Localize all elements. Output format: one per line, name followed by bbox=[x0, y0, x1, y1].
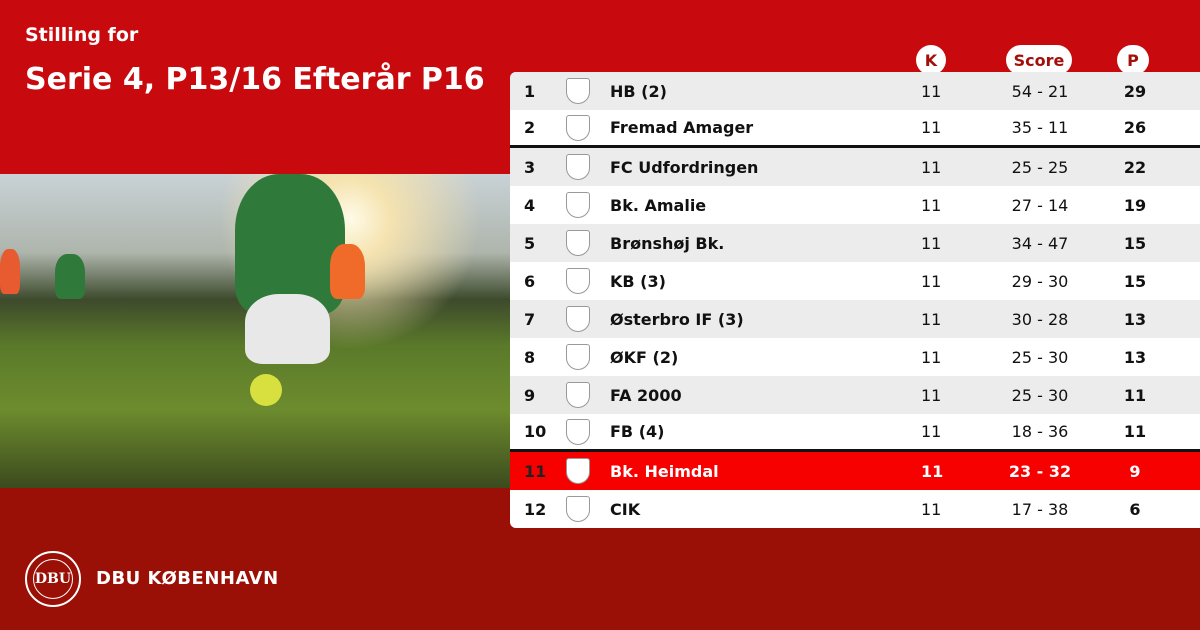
matches-played: 11 bbox=[921, 271, 942, 291]
team-logo-icon bbox=[566, 154, 590, 180]
table-row[interactable]: 6 KB (3) 11 29 - 30 15 bbox=[510, 262, 1200, 300]
team-logo-icon bbox=[566, 458, 590, 484]
team-rank: 11 bbox=[524, 461, 547, 481]
goal-score: 17 - 38 bbox=[1011, 499, 1069, 519]
points: 15 bbox=[1123, 233, 1147, 253]
table-row[interactable]: 12 CIK 11 17 - 38 6 bbox=[510, 490, 1200, 528]
points: 11 bbox=[1123, 385, 1147, 405]
team-logo-icon bbox=[566, 496, 590, 522]
goal-score: 23 - 32 bbox=[1008, 461, 1072, 481]
matches-played: 11 bbox=[921, 461, 944, 481]
points: 6 bbox=[1129, 499, 1141, 519]
team-name: FB (4) bbox=[610, 422, 665, 441]
team-logo-icon bbox=[566, 230, 590, 256]
matches-played: 11 bbox=[921, 385, 942, 405]
matches-played: 11 bbox=[921, 347, 942, 367]
team-name: FA 2000 bbox=[610, 385, 682, 405]
team-rank: 1 bbox=[524, 81, 536, 101]
goal-score: 34 - 47 bbox=[1011, 233, 1069, 253]
goal-score: 35 - 11 bbox=[1011, 118, 1069, 137]
subtitle: Stilling for bbox=[25, 24, 139, 46]
header-score: Score bbox=[1006, 45, 1072, 75]
standings-table: 1 HB (2) 11 54 - 21 29 2 Fremad Amager 11 35 - 1… bbox=[510, 72, 1200, 528]
header-p: P bbox=[1117, 45, 1149, 75]
points: 13 bbox=[1123, 347, 1147, 367]
matches-played: 11 bbox=[921, 195, 942, 215]
table-row[interactable]: 3 FC Udfordringen 11 25 - 25 22 bbox=[510, 148, 1200, 186]
team-name: KB (3) bbox=[610, 271, 666, 291]
team-rank: 9 bbox=[524, 385, 536, 405]
team-logo-icon bbox=[566, 268, 590, 294]
goal-score: 29 - 30 bbox=[1011, 271, 1069, 291]
goal-score: 30 - 28 bbox=[1011, 309, 1069, 329]
header-k: K bbox=[916, 45, 946, 75]
points: 26 bbox=[1123, 118, 1147, 137]
team-name: Fremad Amager bbox=[610, 118, 754, 137]
matches-played: 11 bbox=[921, 499, 942, 519]
team-name: HB (2) bbox=[610, 81, 667, 101]
points: 29 bbox=[1123, 81, 1147, 101]
team-rank: 8 bbox=[524, 347, 536, 367]
team-rank: 4 bbox=[524, 195, 536, 215]
team-rank: 10 bbox=[524, 422, 547, 441]
brand-name: DBU KØBENHAVN bbox=[96, 568, 279, 589]
matches-played: 11 bbox=[921, 422, 942, 441]
points: 9 bbox=[1129, 461, 1141, 481]
team-name: Bk. Heimdal bbox=[610, 461, 719, 481]
team-logo-icon bbox=[566, 344, 590, 370]
dbu-logo: DBU bbox=[25, 551, 81, 607]
table-row[interactable]: 10 FB (4) 11 18 - 36 11 bbox=[510, 414, 1200, 452]
team-logo-icon bbox=[566, 418, 590, 445]
team-logo-icon bbox=[566, 78, 590, 104]
goal-score: 25 - 25 bbox=[1011, 157, 1069, 177]
table-row[interactable]: 2 Fremad Amager 11 35 - 11 26 bbox=[510, 110, 1200, 148]
goal-score: 54 - 21 bbox=[1011, 81, 1069, 101]
goal-score: 25 - 30 bbox=[1011, 385, 1069, 405]
matches-played: 11 bbox=[921, 118, 942, 137]
table-row[interactable]: 4 Bk. Amalie 11 27 - 14 19 bbox=[510, 186, 1200, 224]
team-rank: 7 bbox=[524, 309, 536, 329]
team-logo-icon bbox=[566, 306, 590, 332]
points: 19 bbox=[1123, 195, 1147, 215]
matches-played: 11 bbox=[921, 157, 942, 177]
points: 11 bbox=[1123, 422, 1147, 441]
team-name: CIK bbox=[610, 499, 641, 519]
team-rank: 12 bbox=[524, 499, 547, 519]
football-photo bbox=[0, 174, 510, 488]
page-title: Serie 4, P13/16 Efterår P16 bbox=[25, 62, 485, 97]
team-logo-icon bbox=[566, 192, 590, 218]
team-name: FC Udfordringen bbox=[610, 157, 759, 177]
goal-score: 18 - 36 bbox=[1011, 422, 1069, 441]
matches-played: 11 bbox=[921, 233, 942, 253]
goal-score: 27 - 14 bbox=[1011, 195, 1069, 215]
table-row[interactable]: 1 HB (2) 11 54 - 21 29 bbox=[510, 72, 1200, 110]
table-row[interactable]: 7 Østerbro IF (3) 11 30 - 28 13 bbox=[510, 300, 1200, 338]
team-name: ØKF (2) bbox=[610, 347, 679, 367]
team-logo-icon bbox=[566, 114, 590, 141]
team-rank: 5 bbox=[524, 233, 536, 253]
goal-score: 25 - 30 bbox=[1011, 347, 1069, 367]
team-name: Brønshøj Bk. bbox=[610, 233, 725, 253]
matches-played: 11 bbox=[921, 81, 942, 101]
team-name: Bk. Amalie bbox=[610, 195, 707, 215]
table-row[interactable]: 9 FA 2000 11 25 - 30 11 bbox=[510, 376, 1200, 414]
team-rank: 2 bbox=[524, 118, 536, 137]
team-name: Østerbro IF (3) bbox=[610, 309, 744, 329]
points: 13 bbox=[1123, 309, 1147, 329]
matches-played: 11 bbox=[921, 309, 942, 329]
team-rank: 3 bbox=[524, 157, 536, 177]
points: 22 bbox=[1123, 157, 1147, 177]
table-row[interactable]: 8 ØKF (2) 11 25 - 30 13 bbox=[510, 338, 1200, 376]
team-rank: 6 bbox=[524, 271, 536, 291]
table-row[interactable]: 5 Brønshøj Bk. 11 34 - 47 15 bbox=[510, 224, 1200, 262]
table-row[interactable]: 11 Bk. Heimdal 11 23 - 32 9 bbox=[510, 452, 1200, 490]
team-logo-icon bbox=[566, 382, 590, 408]
points: 15 bbox=[1123, 271, 1147, 291]
